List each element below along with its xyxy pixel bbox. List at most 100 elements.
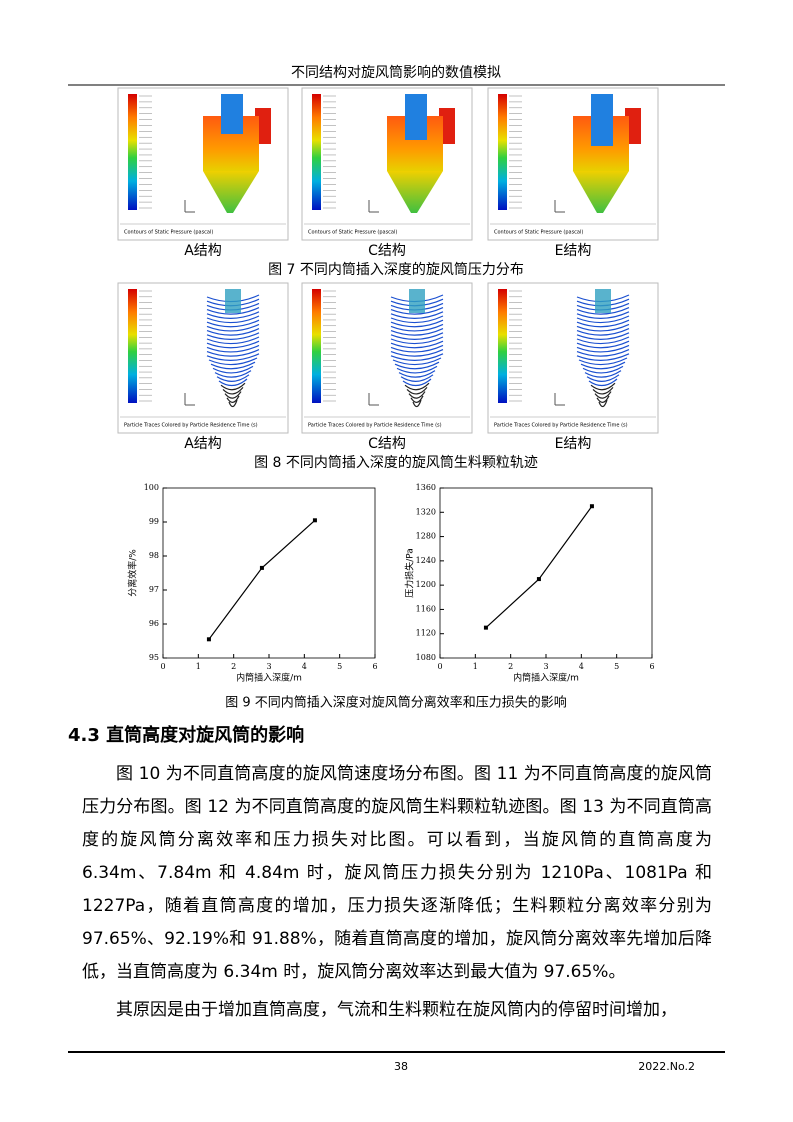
figure-title: 图 8 不同内筒插入深度的旋风筒生料颗粒轨迹 xyxy=(254,454,538,471)
trace xyxy=(576,315,630,324)
color-bar xyxy=(498,289,507,403)
marker xyxy=(536,577,541,582)
x-tick-label: 1 xyxy=(473,662,478,671)
trace xyxy=(402,378,432,387)
panel-caption: Particle Traces Colored by Particle Resi… xyxy=(308,423,442,429)
trace xyxy=(576,323,630,332)
section-heading: 4.3 直筒高度对旋风筒的影响 xyxy=(68,724,304,746)
y-tick-label: 1120 xyxy=(416,629,436,638)
trace xyxy=(206,349,260,357)
trace xyxy=(586,374,620,382)
trace xyxy=(580,361,626,370)
panel-frame xyxy=(117,282,289,434)
panel-label: C结构 xyxy=(368,436,406,452)
trace xyxy=(224,391,242,399)
body-text: 图 10 为不同直筒高度的旋风筒速度场分布图。图 11 为不同直筒高度的旋风筒压… xyxy=(82,758,712,1027)
trace xyxy=(390,323,444,332)
trace xyxy=(206,319,260,328)
trace xyxy=(206,323,260,332)
x-tick-label: 5 xyxy=(614,662,619,671)
x-tick-label: 6 xyxy=(649,662,654,671)
trace xyxy=(406,387,428,395)
x-tick-label: 2 xyxy=(231,662,236,671)
trace xyxy=(582,365,624,374)
trace xyxy=(576,319,630,328)
trace xyxy=(576,353,630,361)
y-tick-label: 100 xyxy=(144,483,159,492)
trace xyxy=(400,374,434,382)
figure-title: 图 7 不同内筒插入深度的旋风筒压力分布 xyxy=(268,261,524,278)
trace xyxy=(390,315,444,324)
marker xyxy=(206,637,211,642)
trace xyxy=(206,328,260,336)
panel-frame xyxy=(301,282,473,434)
trace xyxy=(596,395,610,403)
trace xyxy=(212,365,254,374)
inner-tube xyxy=(221,94,243,134)
marker xyxy=(312,518,317,523)
marker xyxy=(483,625,488,630)
trace xyxy=(220,382,246,391)
cone xyxy=(203,171,259,213)
y-tick-label: 1200 xyxy=(416,580,436,589)
trace xyxy=(398,370,436,378)
series-line xyxy=(485,505,593,629)
inner-tube xyxy=(591,94,613,146)
panel-label: A结构 xyxy=(184,436,222,452)
trace xyxy=(226,395,240,403)
x-axis-label: 内筒插入深度/m xyxy=(236,672,302,684)
trace xyxy=(222,387,244,395)
trace xyxy=(206,336,260,345)
trace xyxy=(218,378,248,387)
trace xyxy=(390,328,444,336)
inner-tube xyxy=(595,289,611,313)
trace xyxy=(592,387,614,395)
trace xyxy=(206,315,260,324)
trace xyxy=(576,349,630,357)
page-number: 38 xyxy=(394,1060,408,1073)
trace xyxy=(390,319,444,328)
trace xyxy=(390,336,444,345)
trace xyxy=(390,311,444,319)
trace xyxy=(390,353,444,361)
trace xyxy=(576,332,630,340)
trace xyxy=(576,344,630,353)
panel-label: E结构 xyxy=(555,436,592,452)
trace xyxy=(576,336,630,345)
panel-label: E结构 xyxy=(555,243,592,259)
trace xyxy=(390,332,444,340)
y-tick-label: 1160 xyxy=(416,604,436,613)
color-bar xyxy=(128,94,137,210)
inner-tube xyxy=(409,289,425,313)
panel-frame xyxy=(487,282,659,434)
panel-caption: Contours of Static Pressure (pascal) xyxy=(308,230,397,236)
trace xyxy=(394,361,440,370)
trace xyxy=(214,370,252,378)
cone xyxy=(573,171,629,213)
trace xyxy=(396,365,438,374)
y-tick-label: 1280 xyxy=(416,532,436,541)
color-bar xyxy=(312,289,321,403)
y-tick-label: 1360 xyxy=(416,483,436,492)
paragraph: 其原因是由于增加直筒高度，气流和生料颗粒在旋风筒内的停留时间增加， xyxy=(116,1000,677,1020)
x-axis-label: 内筒插入深度/m xyxy=(513,672,579,684)
trace xyxy=(576,328,630,336)
trace xyxy=(594,391,612,399)
trace xyxy=(576,340,630,349)
plot-frame xyxy=(439,487,653,659)
figure-title: 图 9 不同内筒插入深度对旋风筒分离效率和压力损失的影响 xyxy=(225,695,567,711)
running-title: 不同结构对旋风筒影响的数值模拟 xyxy=(291,64,501,81)
panel-caption: Contours of Static Pressure (pascal) xyxy=(494,230,583,236)
x-tick-label: 2 xyxy=(508,662,513,671)
trace xyxy=(404,382,430,391)
trace xyxy=(390,340,444,349)
trace xyxy=(206,344,260,353)
marker xyxy=(259,565,264,570)
trace xyxy=(206,307,260,315)
trace xyxy=(390,307,444,315)
trace xyxy=(410,395,424,403)
x-tick-label: 3 xyxy=(543,662,548,671)
panel-caption: Contours of Static Pressure (pascal) xyxy=(124,230,213,236)
